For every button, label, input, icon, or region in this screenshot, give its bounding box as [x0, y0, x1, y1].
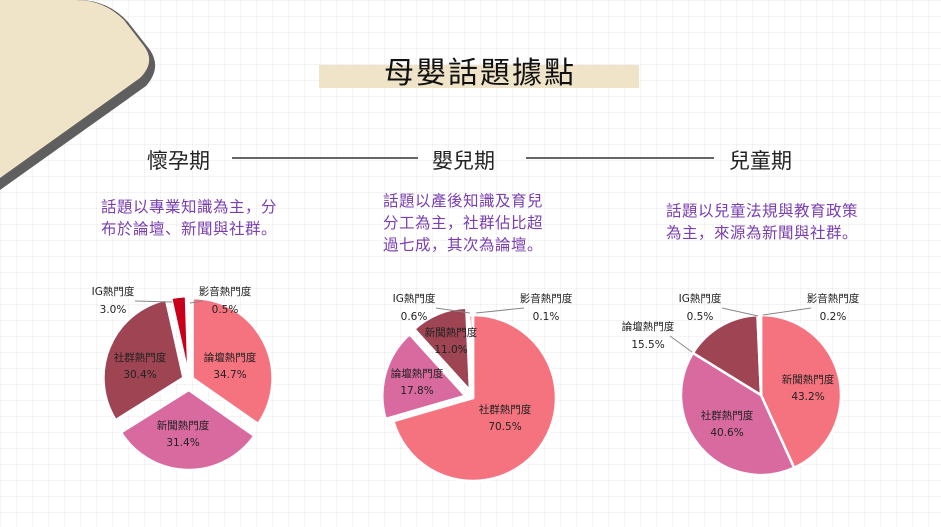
slice-label: 影音熱門度 [199, 285, 252, 298]
pie-slice [412, 306, 472, 395]
stage-title-child: 兒童期 [729, 149, 792, 173]
stage-description-pregnancy: 話題以專業知識為主，分 布於論壇、新聞與社群。 [101, 196, 277, 240]
slice-label: 影音熱門度 [520, 292, 573, 305]
leader-line [721, 307, 759, 317]
slice-value-label: 0.5% [212, 304, 239, 316]
slice-label: 論壇熱門度 [204, 351, 257, 364]
timeline-divider [232, 157, 418, 159]
pie-slice [185, 294, 191, 377]
stage-description-child: 話題以兒童法規與教育政策 為主，來源為新聞與社群。 [666, 200, 858, 244]
slice-label: 影音熱門度 [807, 292, 860, 305]
slice-label: 論壇熱門度 [622, 320, 675, 333]
pie-chart: 論壇熱門度 34.7% 新聞熱門度 31.4% 社群熱門度 30.4% IG熱門度 3.0% 影… [92, 285, 274, 472]
description-line: 話題以專業知識為主，分 [101, 198, 278, 216]
leader-line [134, 300, 173, 303]
slice-value-label: 70.5% [488, 421, 521, 433]
slice-value-label: 31.4% [166, 437, 199, 449]
description-line: 為主，來源為新聞與社群。 [666, 224, 859, 242]
pie-slice [679, 351, 796, 477]
slice-value-label: 17.8% [400, 385, 433, 397]
slice-value-label: 0.1% [533, 311, 560, 323]
pie-slice [759, 313, 843, 470]
slice-label: 新聞熱門度 [782, 373, 835, 386]
slice-value-label: 3.0% [100, 304, 127, 316]
slice-label: IG熱門度 [679, 292, 722, 305]
stage-description-infant: 話題以產後知識及育兒 分工為主，社群佔比超 過七成，其次為論壇。 [383, 190, 543, 256]
title-highlight [319, 65, 639, 88]
leader-line [475, 307, 525, 314]
slice-value-label: 34.7% [213, 369, 246, 381]
slice-value-label: 30.4% [123, 369, 156, 381]
slice-label: 新聞熱門度 [157, 419, 210, 432]
description-line: 話題以產後知識及育兒 [383, 192, 544, 210]
slice-label: IG熱門度 [393, 292, 436, 305]
slice-label: IG熱門度 [92, 285, 135, 298]
slice-value-label: 43.2% [791, 391, 824, 403]
slice-value-label: 11.0% [434, 344, 467, 356]
pie-slice [102, 298, 185, 422]
timeline-divider [526, 157, 714, 159]
leader-line [669, 335, 693, 353]
slice-value-label: 0.2% [820, 311, 847, 323]
slice-value-label: 15.5% [631, 339, 664, 351]
description-line: 話題以兒童法規與教育政策 [666, 202, 859, 220]
pie-chart: 新聞熱門度 43.2% 社群熱門度 40.6% 論壇熱門度 15.5% IG熱門度 0.5% 影… [622, 292, 860, 477]
pie-slice [191, 296, 274, 426]
pie-slice [119, 388, 257, 472]
description-line: 布於論壇、新聞與社群。 [101, 220, 278, 238]
stage-title-infant: 嬰兒期 [432, 149, 495, 173]
leader-line [435, 307, 471, 314]
slice-label: 社群熱門度 [479, 403, 532, 416]
pie-chart: 社群熱門度 70.5% 論壇熱門度 17.8% 新聞熱門度 11.0% IG熱門度 0.6% 影… [381, 292, 573, 483]
slice-value-label: 0.5% [687, 311, 714, 323]
slice-label: 新聞熱門度 [425, 326, 478, 339]
description-line: 過七成，其次為論壇。 [383, 236, 544, 254]
pie-slice [381, 332, 468, 421]
slice-label: 社群熱門度 [701, 409, 754, 422]
pie-slice [758, 313, 763, 396]
leader-line [762, 307, 812, 316]
pie-slice [391, 313, 558, 483]
leader-line [189, 300, 204, 304]
corner-decoration [0, 0, 156, 190]
page-title: 母嬰話題據點 [384, 56, 576, 91]
slice-label: 社群熱門度 [114, 351, 167, 364]
pie-slice [471, 313, 475, 399]
description-line: 分工為主，社群佔比超 [383, 214, 544, 232]
slice-label: 論壇熱門度 [391, 367, 444, 380]
slice-value-label: 0.6% [401, 311, 428, 323]
slice-value-label: 40.6% [710, 427, 743, 439]
stage-title-pregnancy: 懷孕期 [147, 149, 210, 173]
